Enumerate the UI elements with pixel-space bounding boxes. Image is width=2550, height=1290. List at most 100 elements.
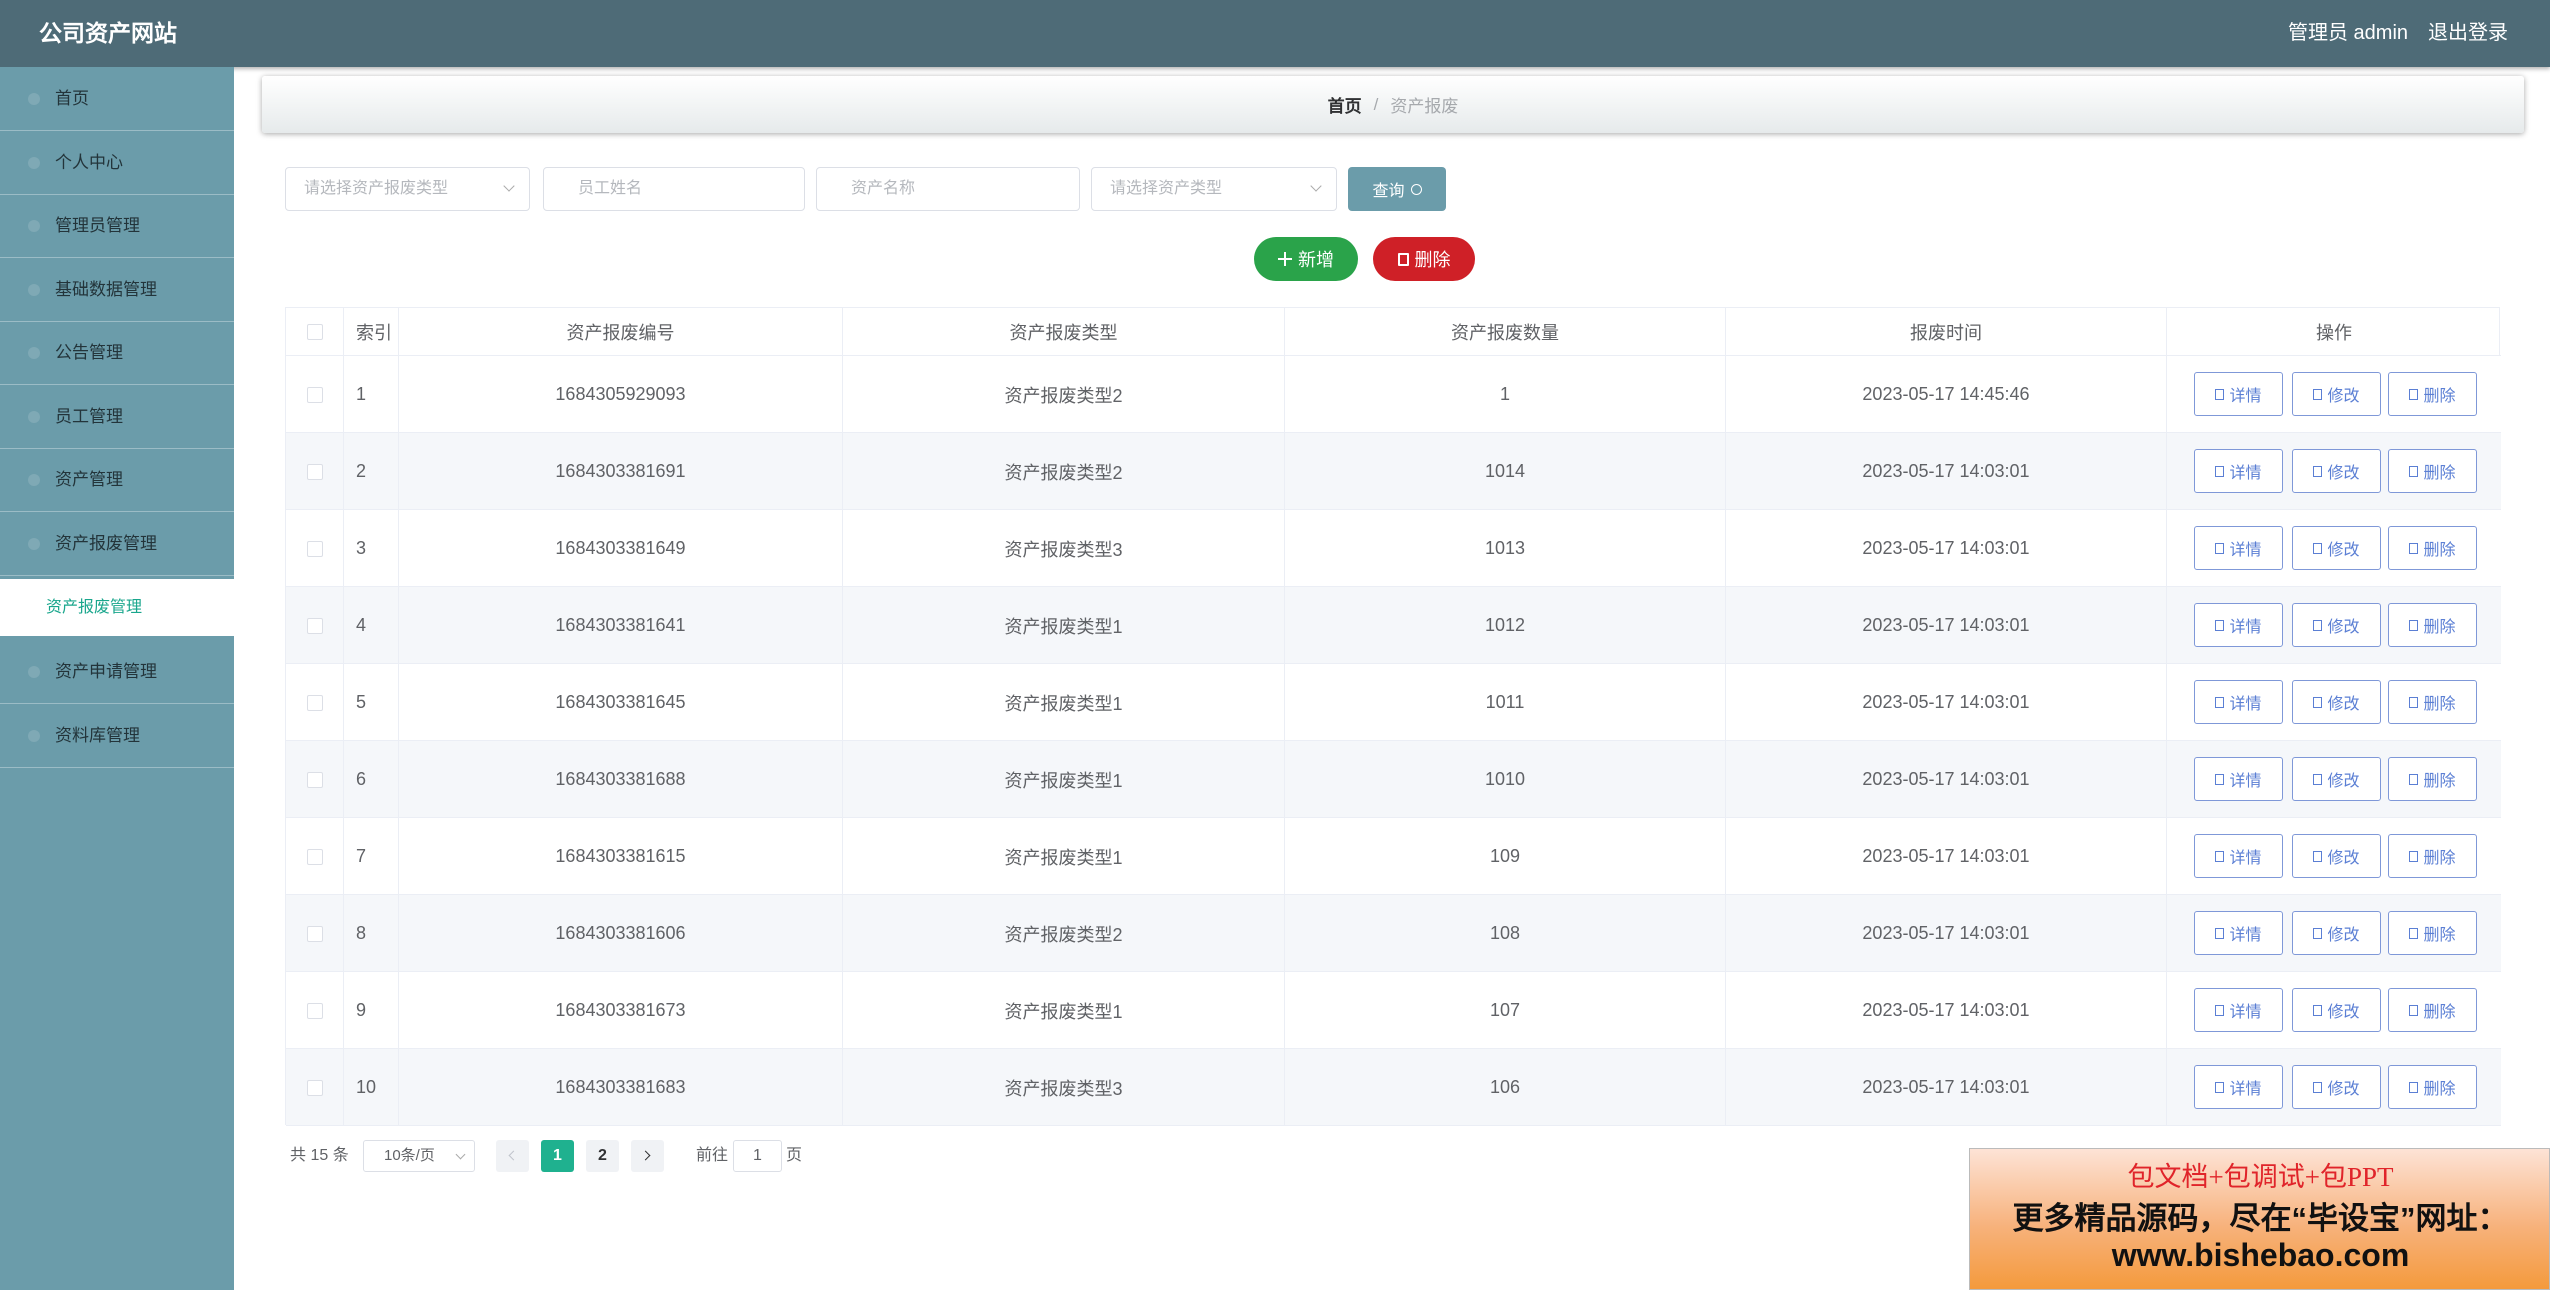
table-cell: 1684303381691 — [398, 433, 842, 510]
action-icon — [2313, 465, 2323, 477]
next-page[interactable] — [631, 1140, 664, 1172]
placeholder: 资产名称 — [851, 180, 916, 197]
logout[interactable]: 退出登录 — [2428, 22, 2508, 44]
action-button[interactable]: 详情 — [2194, 911, 2283, 955]
checkbox[interactable] — [306, 540, 323, 557]
action-label: 删除 — [2423, 1004, 2456, 1021]
action-button[interactable]: 修改 — [2292, 603, 2381, 647]
action-button[interactable]: 详情 — [2194, 757, 2283, 801]
search-icon — [1410, 183, 1422, 195]
checkbox[interactable] — [306, 324, 323, 340]
column-header: 索引 — [343, 308, 398, 356]
page-number[interactable]: 2 — [586, 1140, 619, 1172]
action-button[interactable]: 详情 — [2194, 603, 2283, 647]
menu-item[interactable]: 管理员管理 — [0, 194, 234, 258]
column-header: 报废时间 — [1725, 308, 2166, 356]
menu-item[interactable]: 资料库管理 — [0, 704, 234, 768]
action-button[interactable]: 删除 — [2388, 911, 2477, 955]
action-button[interactable]: 修改 — [2292, 449, 2381, 493]
table-cell: 5 — [343, 664, 398, 741]
input[interactable]: 资产名称 — [816, 167, 1080, 211]
action-button[interactable]: 修改 — [2292, 911, 2381, 955]
table-row: 10 1684303381683 资产报废类型3 106 2023-05-17 14:0… — [286, 1049, 2501, 1126]
checkbox[interactable] — [306, 617, 323, 634]
table-cell: 6 — [343, 741, 398, 818]
menu-label: 首页 — [55, 89, 89, 108]
checkbox[interactable] — [306, 463, 323, 480]
action-button[interactable]: 删除 — [2388, 449, 2477, 493]
goto-input[interactable]: 1 — [733, 1140, 782, 1172]
submenu-item[interactable]: 资产报废管理 — [0, 579, 234, 636]
action-button[interactable]: 修改 — [2292, 1065, 2381, 1109]
menu-item[interactable]: 资产管理 — [0, 448, 234, 512]
action-button[interactable]: 删除 — [2388, 526, 2477, 570]
action-button[interactable]: 修改 — [2292, 372, 2381, 416]
action-button[interactable]: 修改 — [2292, 526, 2381, 570]
page-unit: 页 — [786, 1147, 803, 1164]
action-label: 删除 — [2423, 542, 2456, 559]
table-cell: 资产报废类型2 — [842, 433, 1284, 510]
menu-label: 资产管理 — [55, 470, 123, 489]
table-cell: 9 — [343, 972, 398, 1049]
add-button[interactable]: 新增 — [1254, 237, 1358, 281]
action-button[interactable]: 详情 — [2194, 372, 2283, 416]
checkbox[interactable] — [306, 386, 323, 403]
placeholder: 请选择资产类型 — [1110, 180, 1223, 197]
action-icon — [2313, 927, 2323, 939]
menu-item[interactable]: 公告管理 — [0, 321, 234, 385]
action-button[interactable]: 删除 — [2388, 603, 2477, 647]
checkbox[interactable] — [306, 771, 323, 788]
action-button[interactable]: 详情 — [2194, 526, 2283, 570]
action-label: 详情 — [2229, 1004, 2262, 1021]
menu-item[interactable]: 员工管理 — [0, 385, 234, 449]
checkbox[interactable] — [306, 1079, 323, 1096]
checkbox[interactable] — [306, 848, 323, 865]
prev-page[interactable] — [496, 1140, 529, 1172]
table-cell: 1014 — [1284, 433, 1725, 510]
delete-button[interactable]: 删除 — [1373, 237, 1475, 281]
page-number[interactable]: 1 — [541, 1140, 574, 1172]
action-button[interactable]: 修改 — [2292, 988, 2381, 1032]
select[interactable]: 请选择资产类型 — [1091, 167, 1337, 211]
menu-item[interactable]: 首页 — [0, 67, 234, 131]
select[interactable]: 请选择资产报废类型 — [285, 167, 530, 211]
menu-item[interactable]: 基础数据管理 — [0, 258, 234, 322]
checkbox[interactable] — [306, 694, 323, 711]
action-icon — [2313, 542, 2323, 554]
input[interactable]: 员工姓名 — [543, 167, 805, 211]
action-label: 修改 — [2327, 696, 2360, 713]
menu-item[interactable]: 个人中心 — [0, 131, 234, 195]
action-button[interactable]: 删除 — [2388, 372, 2477, 416]
table-cell: 资产报废类型1 — [842, 664, 1284, 741]
action-button[interactable]: 详情 — [2194, 1065, 2283, 1109]
action-cell: 详情 修改 删除 — [2166, 664, 2501, 741]
menu-item[interactable]: 资产申请管理 — [0, 640, 234, 704]
action-button[interactable]: 修改 — [2292, 834, 2381, 878]
table-cell: 106 — [1284, 1049, 1725, 1126]
search-button[interactable]: 查询 — [1348, 167, 1446, 211]
page-size[interactable]: 10条/页 — [363, 1140, 475, 1172]
action-button[interactable]: 详情 — [2194, 449, 2283, 493]
action-button[interactable]: 删除 — [2388, 1065, 2477, 1109]
action-button[interactable]: 详情 — [2194, 680, 2283, 724]
action-button[interactable]: 修改 — [2292, 680, 2381, 724]
action-button[interactable]: 删除 — [2388, 680, 2477, 724]
action-button[interactable]: 删除 — [2388, 834, 2477, 878]
checkbox[interactable] — [306, 1002, 323, 1019]
action-cell: 详情 修改 删除 — [2166, 895, 2501, 972]
action-icon — [2409, 542, 2419, 554]
action-icon — [2215, 388, 2225, 400]
action-button[interactable]: 详情 — [2194, 988, 2283, 1032]
checkbox[interactable] — [306, 925, 323, 942]
breadcrumb-home[interactable]: 首页 — [1327, 97, 1362, 116]
action-label: 修改 — [2327, 927, 2360, 944]
action-button[interactable]: 修改 — [2292, 757, 2381, 801]
action-button[interactable]: 删除 — [2388, 757, 2477, 801]
action-button[interactable]: 详情 — [2194, 834, 2283, 878]
action-cell: 详情 修改 删除 — [2166, 510, 2501, 587]
menu-item[interactable]: 资产报废管理 — [0, 512, 234, 576]
action-button[interactable]: 删除 — [2388, 988, 2477, 1032]
arrow — [508, 1150, 519, 1161]
menu-icon — [28, 93, 40, 105]
